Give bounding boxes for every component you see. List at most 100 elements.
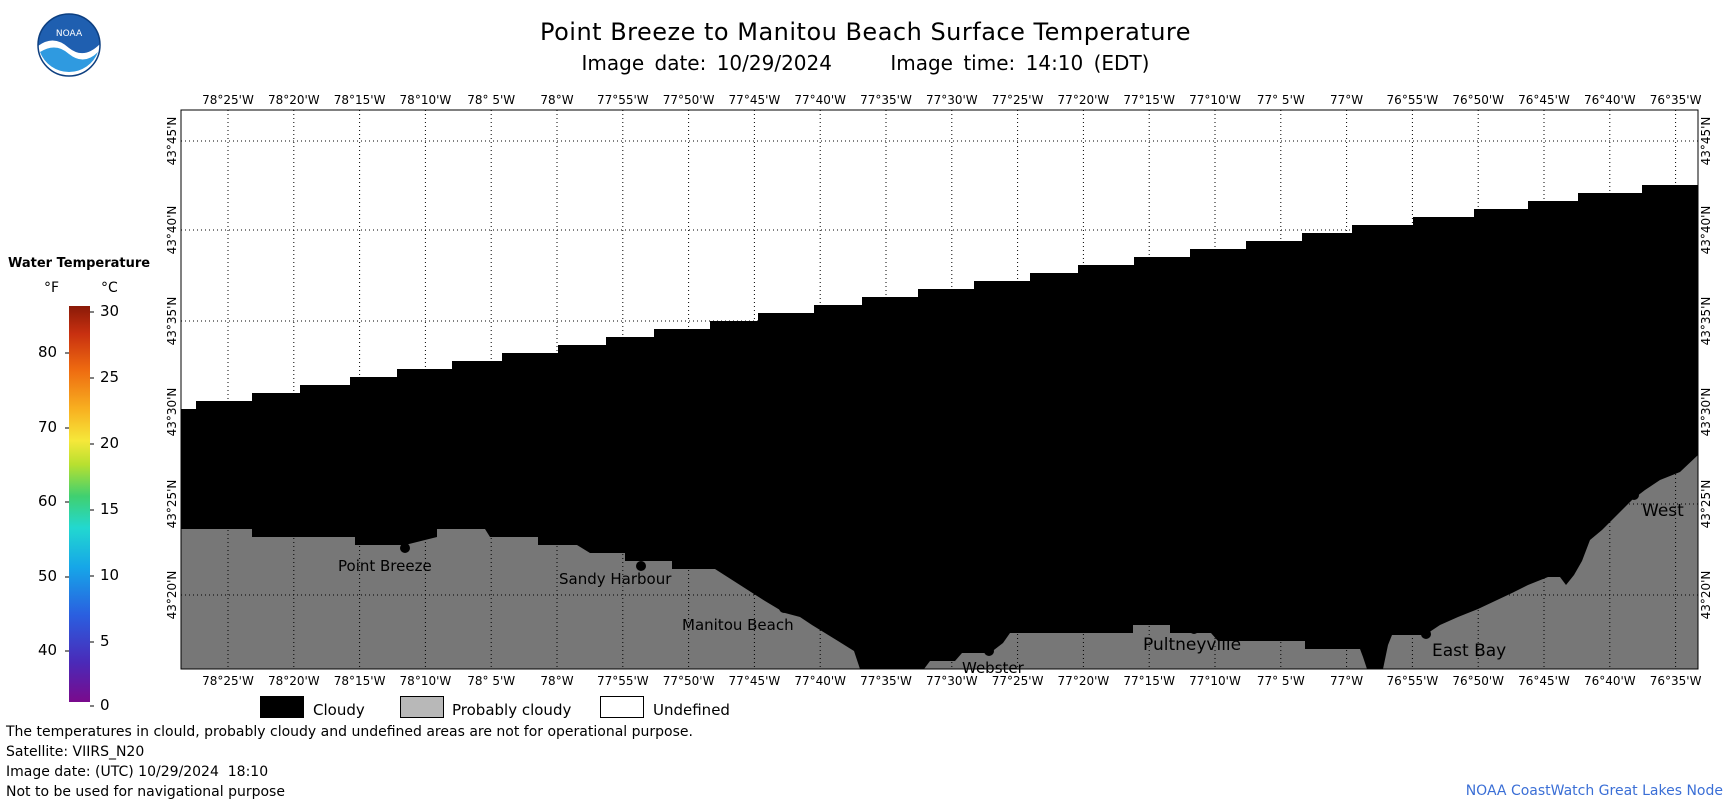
image-datetime: Image date: 10/29/2024 Image time: 14:10… [0,51,1731,75]
map-grid [181,110,1698,669]
latitude-label: 43°25'N [165,480,179,529]
noaa-logo-icon: NOAA [37,13,101,78]
image-time: Image time: 14:10 (EDT) [890,51,1150,75]
f-tick-label: 40 [38,641,58,659]
f-tick-label: 60 [38,492,58,510]
longitude-label: 78° 5'W [467,93,515,107]
satellite-text: Satellite: VIIRS_N20 [6,744,145,760]
longitude-label: 78°20'W [268,93,320,107]
longitude-labels-top: 78°25'W 78°20'W 78°15'W 78°10'W 78° 5'W 78°W 7… [202,93,1701,107]
longitude-label: 77°50'W [663,93,715,107]
place-label: Pultneyville [1143,635,1241,655]
longitude-label: 77°W [1330,674,1363,688]
disclaimer-text: The temperatures in clould, probably clo… [6,724,693,740]
c-tick-label: 5 [100,632,110,650]
longitude-label: 76°50'W [1452,674,1504,688]
longitude-label: 77°55'W [597,93,649,107]
longitude-label: 77°10'W [1189,93,1241,107]
longitude-label: 76°55'W [1387,93,1439,107]
longitude-label: 78°25'W [202,93,254,107]
longitude-label: 77°45'W [729,674,781,688]
utc-date-text: Image date: (UTC) 10/29/2024 18:10 [6,764,269,780]
longitude-label: 76°35'W [1650,674,1702,688]
longitude-label: 77°15'W [1123,93,1175,107]
place-marker [636,561,646,571]
c-tick-label: 15 [100,500,120,518]
map-frame [180,109,1699,670]
c-tick-label: 10 [100,566,120,584]
latitude-label: 43°25'N [1699,480,1713,529]
latitude-labels-right: 43°45'N 43°40'N 43°35'N 43°30'N 43°25'N 43°20… [1699,117,1713,620]
unit-celsius: °C [101,280,118,296]
longitude-label: 76°35'W [1650,93,1702,107]
longitude-label: 77°30'W [926,93,978,107]
credit-text: NOAA CoastWatch Great Lakes Node [1465,783,1723,799]
longitude-label: 76°45'W [1518,93,1570,107]
longitude-label: 78°W [540,93,573,107]
place-marker [779,603,789,613]
latitude-label: 43°40'N [165,206,179,255]
place-marker [1629,490,1639,500]
place-label: Manitou Beach [682,616,794,634]
place-markers [400,490,1639,656]
place-label: Point Breeze [338,557,432,575]
place-label: West [1642,501,1684,521]
f-tick-label: 80 [38,343,58,361]
place-label: Sandy Harbour [559,570,672,588]
latitude-label: 43°40'N [1699,206,1713,255]
longitude-label: 77°W [1330,93,1363,107]
longitude-label: 78°W [540,674,573,688]
longitude-label: 77°55'W [597,674,649,688]
place-marker [400,543,410,553]
longitude-label: 76°40'W [1584,674,1636,688]
place-marker [1189,624,1199,634]
map-title: Point Breeze to Manitou Beach Surface Te… [539,18,1192,46]
longitude-label: 77° 5'W [1257,93,1305,107]
longitude-label: 77°25'W [992,93,1044,107]
logo-text: NOAA [56,29,83,39]
latitude-label: 43°30'N [165,388,179,437]
latitude-labels-left: 43°45'N 43°40'N 43°35'N 43°30'N 43°25'N 43°20… [165,117,179,620]
c-tick-label: 0 [100,696,110,714]
colorbar [69,306,90,702]
latitude-label: 43°30'N [1699,388,1713,437]
key-probably-cloudy-label: Probably cloudy [452,701,572,719]
longitude-labels-bottom: 78°25'W 78°20'W 78°15'W 78°10'W 78° 5'W 78°W 7… [202,674,1701,688]
latitude-label: 43°35'N [165,297,179,346]
longitude-label: 77°20'W [1058,93,1110,107]
unit-fahrenheit: °F [44,280,60,296]
key-undefined-label: Undefined [653,701,730,719]
place-label: Webster [962,659,1025,677]
longitude-label: 78° 5'W [467,674,515,688]
key-probably-cloudy-swatch [400,696,444,718]
longitude-label: 77°20'W [1058,674,1110,688]
probably-cloudy-region [1383,455,1698,669]
latitude-label: 43°45'N [1699,117,1713,166]
longitude-label: 78°10'W [400,93,452,107]
longitude-label: 76°45'W [1518,674,1570,688]
colorbar-title: Water Temperature [8,256,151,271]
place-marker [1421,629,1431,639]
latitude-label: 43°35'N [1699,297,1713,346]
longitude-label: 77°10'W [1189,674,1241,688]
longitude-label: 77°30'W [926,674,978,688]
longitude-label: 77°40'W [794,674,846,688]
probably-cloudy-region [181,529,860,669]
longitude-label: 77°25'W [992,674,1044,688]
longitude-label: 77°50'W [663,674,715,688]
longitude-label: 76°50'W [1452,93,1504,107]
longitude-label: 78°20'W [268,674,320,688]
longitude-label: 78°25'W [202,674,254,688]
longitude-label: 77°40'W [794,93,846,107]
longitude-label: 77°35'W [860,674,912,688]
place-label: East Bay [1432,641,1506,661]
key-cloudy-label: Cloudy [313,701,365,719]
longitude-label: 78°10'W [400,674,452,688]
probably-cloudy-region [924,625,1367,669]
longitude-label: 77°15'W [1123,674,1175,688]
longitude-label: 78°15'W [334,674,386,688]
latitude-label: 43°20'N [165,571,179,620]
latitude-label: 43°20'N [1699,571,1713,620]
longitude-label: 78°15'W [334,93,386,107]
